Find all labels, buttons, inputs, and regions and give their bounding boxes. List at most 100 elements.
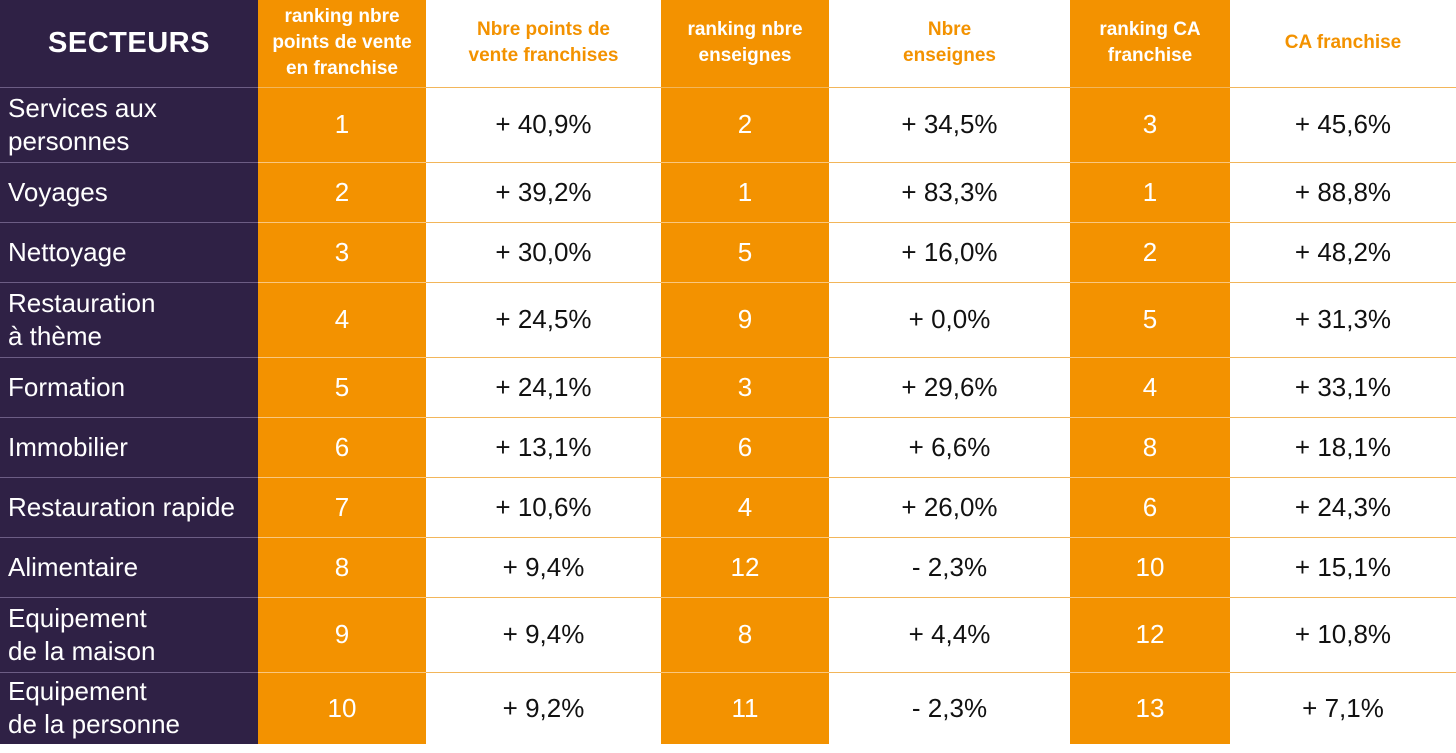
header-text-line: ranking nbre (284, 6, 400, 28)
sector-cell: Equipement de la maison (0, 596, 258, 672)
enseignes-cell: + 0,0% (829, 281, 1070, 357)
rank-enseignes-cell: 5 (661, 221, 829, 282)
table-row: Restauration rapide 7 + 10,6% 4 + 26,0% … (0, 476, 1456, 537)
points-de-vente-cell: + 9,2% (426, 671, 661, 744)
enseignes-cell: - 2,3% (829, 536, 1070, 597)
header-text-line: Nbre points de (476, 19, 610, 41)
table-row: Services aux personnes 1 + 40,9% 2 + 34,5… (0, 87, 1456, 162)
rank-points-de-vente-cell: 4 (258, 281, 426, 357)
header-text-line: ranking nbre (687, 19, 803, 41)
header-row: SECTEURS ranking nbre points de vente en… (0, 0, 1456, 88)
header-text-line: Nbre (927, 19, 972, 41)
ca-franchise-cell: + 7,1% (1230, 671, 1456, 744)
rank-points-de-vente-cell: 8 (258, 536, 426, 597)
rank-ca-cell: 1 (1070, 161, 1230, 222)
rank-enseignes-cell: 12 (661, 536, 829, 597)
header-text-line: franchise (1107, 45, 1193, 67)
header-points-de-vente: Nbre points de vente franchises (426, 0, 661, 88)
table-row: Voyages 2 + 39,2% 1 + 83,3% 1 + 88,8% (0, 161, 1456, 222)
enseignes-cell: + 26,0% (829, 476, 1070, 537)
rank-enseignes-cell: 6 (661, 416, 829, 477)
header-sectors: SECTEURS (0, 0, 258, 88)
rank-enseignes-cell: 4 (661, 476, 829, 537)
sector-cell: Voyages (0, 161, 258, 222)
sector-cell: Restauration rapide (0, 476, 258, 537)
sector-cell: Restauration à thème (0, 281, 258, 357)
rank-ca-cell: 6 (1070, 476, 1230, 537)
rank-points-de-vente-cell: 1 (258, 87, 426, 162)
points-de-vente-cell: + 9,4% (426, 596, 661, 672)
header-text-line: ranking CA (1099, 19, 1201, 41)
enseignes-cell: + 4,4% (829, 596, 1070, 672)
rank-enseignes-cell: 3 (661, 356, 829, 417)
enseignes-cell: + 16,0% (829, 221, 1070, 282)
sector-name-line: Nettoyage (8, 236, 127, 267)
rank-ca-cell: 10 (1070, 536, 1230, 597)
rank-ca-cell: 13 (1070, 671, 1230, 744)
ca-franchise-cell: + 88,8% (1230, 161, 1456, 222)
ca-franchise-cell: + 31,3% (1230, 281, 1456, 357)
points-de-vente-cell: + 30,0% (426, 221, 661, 282)
table-row: Equipement de la personne 10 + 9,2% 11 - … (0, 671, 1456, 744)
sector-name-line: de la maison (8, 635, 156, 666)
sector-name-line: à thème (8, 320, 102, 351)
rank-points-de-vente-cell: 7 (258, 476, 426, 537)
rank-ca-cell: 5 (1070, 281, 1230, 357)
ca-franchise-cell: + 48,2% (1230, 221, 1456, 282)
table-row: Nettoyage 3 + 30,0% 5 + 16,0% 2 + 48,2% (0, 221, 1456, 282)
table-row: Equipement de la maison 9 + 9,4% 8 + 4,4%… (0, 596, 1456, 672)
rank-ca-cell: 2 (1070, 221, 1230, 282)
ca-franchise-cell: + 10,8% (1230, 596, 1456, 672)
sector-name-line: Restauration (8, 287, 156, 318)
rank-ca-cell: 12 (1070, 596, 1230, 672)
rank-points-de-vente-cell: 3 (258, 221, 426, 282)
sector-cell: Immobilier (0, 416, 258, 477)
sector-name-line: Alimentaire (8, 551, 139, 582)
rank-enseignes-cell: 2 (661, 87, 829, 162)
points-de-vente-cell: + 9,4% (426, 536, 661, 597)
sector-name-line: Voyages (8, 176, 108, 207)
sector-cell: Equipement de la personne (0, 671, 258, 744)
header-ca-franchise: CA franchise (1230, 0, 1456, 88)
rank-enseignes-cell: 11 (661, 671, 829, 744)
points-de-vente-cell: + 24,5% (426, 281, 661, 357)
enseignes-cell: + 83,3% (829, 161, 1070, 222)
header-text-line: points de vente (272, 32, 412, 54)
points-de-vente-cell: + 40,9% (426, 87, 661, 162)
enseignes-cell: + 29,6% (829, 356, 1070, 417)
sector-name-line: Services aux (8, 92, 157, 123)
enseignes-cell: - 2,3% (829, 671, 1070, 744)
header-enseignes: Nbre enseignes (829, 0, 1070, 88)
sector-name-line: Formation (8, 371, 126, 402)
table-row: Restauration à thème 4 + 24,5% 9 + 0,0% 5… (0, 281, 1456, 357)
header-ranking-ca: ranking CA franchise (1070, 0, 1230, 88)
rank-enseignes-cell: 9 (661, 281, 829, 357)
rank-points-de-vente-cell: 10 (258, 671, 426, 744)
sector-cell: Alimentaire (0, 536, 258, 597)
rank-enseignes-cell: 8 (661, 596, 829, 672)
rank-enseignes-cell: 1 (661, 161, 829, 222)
header-sectors-label: SECTEURS (48, 27, 210, 60)
ca-franchise-cell: + 18,1% (1230, 416, 1456, 477)
table-row: Alimentaire 8 + 9,4% 12 - 2,3% 10 + 15,1… (0, 536, 1456, 597)
points-de-vente-cell: + 10,6% (426, 476, 661, 537)
points-de-vente-cell: + 24,1% (426, 356, 661, 417)
header-text-line: enseignes (903, 45, 996, 67)
rank-points-de-vente-cell: 5 (258, 356, 426, 417)
sector-name-line: Equipement (8, 676, 147, 707)
sector-name-line: de la personne (8, 709, 181, 740)
sector-cell: Services aux personnes (0, 87, 258, 162)
sector-name-line: Restauration rapide (8, 491, 235, 522)
points-de-vente-cell: + 13,1% (426, 416, 661, 477)
rank-ca-cell: 8 (1070, 416, 1230, 477)
header-text-line: enseignes (698, 45, 792, 67)
rank-ca-cell: 3 (1070, 87, 1230, 162)
sector-name-line: Immobilier (8, 431, 128, 462)
enseignes-cell: + 6,6% (829, 416, 1070, 477)
ca-franchise-cell: + 45,6% (1230, 87, 1456, 162)
sector-cell: Nettoyage (0, 221, 258, 282)
header-text-line: vente franchises (468, 45, 619, 67)
enseignes-cell: + 34,5% (829, 87, 1070, 162)
header-ranking-enseignes: ranking nbre enseignes (661, 0, 829, 88)
